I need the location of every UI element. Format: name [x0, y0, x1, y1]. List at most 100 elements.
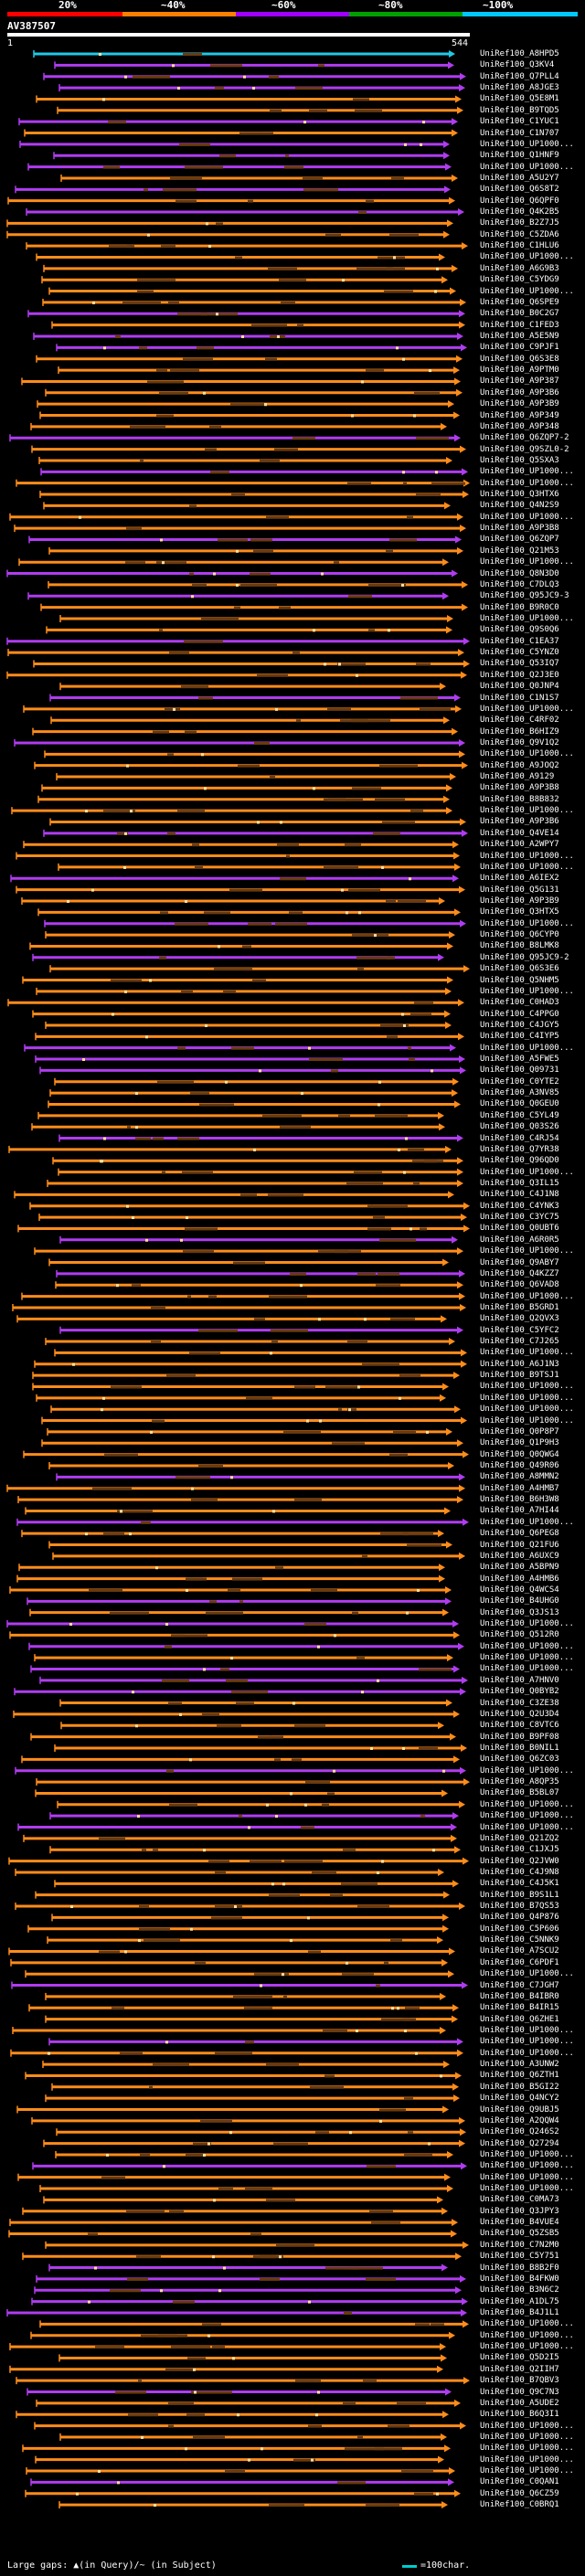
hit-label[interactable]: UniRef100_Q2QVX3 [480, 1314, 559, 1324]
hit-label[interactable]: UniRef100_Q1HNF9 [480, 151, 559, 161]
hit-label[interactable]: UniRef100_C1HLU6 [480, 241, 559, 251]
hit-label[interactable]: UniRef100_B9TSJ1 [480, 1371, 559, 1381]
hit-label[interactable]: UniRef100_Q7YR38 [480, 1144, 559, 1154]
hit-label[interactable]: UniRef100_A3NV85 [480, 1088, 559, 1098]
hit-label[interactable]: UniRef100_A8MMN2 [480, 1472, 559, 1482]
hit-label[interactable]: UniRef100_A7HI44 [480, 1506, 559, 1516]
hit-label[interactable]: UniRef100_UP1000... [480, 851, 574, 861]
hit-label[interactable]: UniRef100_B4IR15 [480, 2003, 559, 2013]
hit-label[interactable]: UniRef100_C6PDF1 [480, 1957, 559, 1967]
hit-label[interactable]: UniRef100_UP1000... [480, 1765, 574, 1776]
hit-label[interactable]: UniRef100_UP1000... [480, 2342, 574, 2352]
hit-label[interactable]: UniRef100_B9TQD5 [480, 105, 559, 115]
hit-label[interactable]: UniRef100_A9P349 [480, 410, 559, 420]
hit-label[interactable]: UniRef100_B3N6C2 [480, 2285, 559, 2295]
hit-label[interactable]: UniRef100_Q6QPF0 [480, 196, 559, 206]
hit-label[interactable]: UniRef100_UP1000... [480, 2048, 574, 2058]
hit-label[interactable]: UniRef100_Q5D2I5 [480, 2353, 559, 2363]
hit-label[interactable]: UniRef100_C4JGY5 [480, 1020, 559, 1030]
hit-label[interactable]: UniRef100_UP1000... [480, 557, 574, 567]
hit-label[interactable]: UniRef100_UP1000... [480, 2172, 574, 2182]
hit-label[interactable]: UniRef100_Q6PEG8 [480, 1529, 559, 1539]
hit-label[interactable]: UniRef100_Q9C7N3 [480, 2387, 559, 2397]
hit-label[interactable]: UniRef100_UP1000... [480, 2319, 574, 2329]
hit-label[interactable]: UniRef100_Q95JC9-2 [480, 952, 569, 962]
hit-label[interactable]: UniRef100_UP1000... [480, 2161, 574, 2171]
hit-label[interactable]: UniRef100_B7QS53 [480, 1902, 559, 1912]
hit-label[interactable]: UniRef100_A6UXC9 [480, 1551, 559, 1561]
hit-label[interactable]: UniRef100_Q6S8T2 [480, 185, 559, 195]
hit-label[interactable]: UniRef100_B9PF08 [480, 1732, 559, 1742]
hit-label[interactable]: UniRef100_Q5SXA3 [480, 455, 559, 465]
hit-label[interactable]: UniRef100_A5UDE2 [480, 2398, 559, 2408]
hit-label[interactable]: UniRef100_Q3IL15 [480, 1179, 559, 1188]
hit-label[interactable]: UniRef100_B9S1L1 [480, 1890, 559, 1900]
hit-label[interactable]: UniRef100_Q0GEU0 [480, 1099, 559, 1109]
hit-label[interactable]: UniRef100_Q96QD0 [480, 1156, 559, 1166]
hit-label[interactable]: UniRef100_UP1000... [480, 252, 574, 262]
hit-label[interactable]: UniRef100_B6HIZ9 [480, 726, 559, 737]
hit-label[interactable]: UniRef100_Q5G131 [480, 885, 559, 895]
hit-label[interactable]: UniRef100_A4HMB7 [480, 1483, 559, 1493]
hit-label[interactable]: UniRef100_UP1000... [480, 1799, 574, 1809]
hit-label[interactable]: UniRef100_UP1000... [480, 1653, 574, 1663]
hit-label[interactable]: UniRef100_Q53IQ7 [480, 659, 559, 669]
hit-label[interactable]: UniRef100_Q6VAD8 [480, 1280, 559, 1290]
hit-label[interactable]: UniRef100_Q6ZTH1 [480, 2071, 559, 2081]
hit-label[interactable]: UniRef100_Q3KV4 [480, 60, 555, 70]
hit-label[interactable]: UniRef100_Q95JC9-3 [480, 591, 569, 601]
hit-label[interactable]: UniRef100_C4YNK3 [480, 1201, 559, 1211]
hit-label[interactable]: UniRef100_UP1000... [480, 1348, 574, 1358]
hit-label[interactable]: UniRef100_C5YDG9 [480, 275, 559, 285]
hit-label[interactable]: UniRef100_A6IEX2 [480, 874, 559, 884]
hit-label[interactable]: UniRef100_C5YL49 [480, 1110, 559, 1120]
hit-label[interactable]: UniRef100_UP1000... [480, 1619, 574, 1629]
hit-label[interactable]: UniRef100_C7JGH7 [480, 1980, 559, 1990]
hit-label[interactable]: UniRef100_Q3HTX6 [480, 490, 559, 500]
hit-label[interactable]: UniRef100_B8B2F0 [480, 2263, 559, 2273]
hit-label[interactable]: UniRef100_Q49R06 [480, 1461, 559, 1470]
hit-label[interactable]: UniRef100_UP1000... [480, 512, 574, 522]
hit-label[interactable]: UniRef100_Q6CYP0 [480, 930, 559, 940]
hit-label[interactable]: UniRef100_C1YUC1 [480, 117, 559, 127]
hit-label[interactable]: UniRef100_Q6ZQP7-2 [480, 433, 569, 443]
hit-label[interactable]: UniRef100_Q3JS13 [480, 1607, 559, 1617]
hit-label[interactable]: UniRef100_A9129 [480, 772, 555, 782]
hit-label[interactable]: UniRef100_A8HPD5 [480, 49, 559, 58]
hit-label[interactable]: UniRef100_UP1000... [480, 918, 574, 928]
hit-label[interactable]: UniRef100_A3UNW2 [480, 2060, 559, 2070]
hit-label[interactable]: UniRef100_C5Y751 [480, 2252, 559, 2262]
hit-label[interactable]: UniRef100_B9R0C0 [480, 602, 559, 612]
hit-label[interactable]: UniRef100_C8VTC6 [480, 1721, 559, 1731]
hit-label[interactable]: UniRef100_C4PPG0 [480, 1009, 559, 1019]
hit-label[interactable]: UniRef100_A9P3B9 [480, 896, 559, 906]
hit-label[interactable]: UniRef100_Q9SZL0-2 [480, 444, 569, 454]
hit-label[interactable]: UniRef100_UP1000... [480, 806, 574, 816]
hit-label[interactable]: UniRef100_UP1000... [480, 2443, 574, 2454]
hit-label[interactable]: UniRef100_A9P3B6 [480, 387, 559, 398]
hit-label[interactable]: UniRef100_Q9UBJ5 [480, 2104, 559, 2115]
hit-label[interactable]: UniRef100_A6G9B3 [480, 263, 559, 273]
hit-label[interactable]: UniRef100_UP1000... [480, 2454, 574, 2465]
hit-label[interactable]: UniRef100_Q6ZHE1 [480, 2014, 559, 2024]
hit-label[interactable]: UniRef100_Q3HTX5 [480, 907, 559, 917]
hit-label[interactable]: UniRef100_C3ZE38 [480, 1698, 559, 1708]
hit-label[interactable]: UniRef100_B5GRD1 [480, 1302, 559, 1312]
hit-label[interactable]: UniRef100_C5YFC2 [480, 1325, 559, 1335]
hit-label[interactable]: UniRef100_UP1000... [480, 1969, 574, 1979]
hit-label[interactable]: UniRef100_A2QQW4 [480, 2115, 559, 2125]
hit-label[interactable]: UniRef100_C0BRQ1 [480, 2500, 559, 2510]
hit-label[interactable]: UniRef100_Q03S26 [480, 1122, 559, 1132]
hit-label[interactable]: UniRef100_UP1000... [480, 478, 574, 488]
hit-label[interactable]: UniRef100_C1JXJ5 [480, 1845, 559, 1855]
hit-label[interactable]: UniRef100_Q4K2B5 [480, 207, 559, 217]
hit-label[interactable]: UniRef100_C4IYP5 [480, 1032, 559, 1042]
hit-label[interactable]: UniRef100_A2WPY7 [480, 840, 559, 850]
hit-label[interactable]: UniRef100_Q4P876 [480, 1913, 559, 1923]
hit-label[interactable]: UniRef100_B8LMK8 [480, 941, 559, 951]
hit-label[interactable]: UniRef100_Q1P9H3 [480, 1438, 559, 1448]
hit-label[interactable]: UniRef100_UP1000... [480, 1641, 574, 1651]
hit-label[interactable]: UniRef100_B0NIL1 [480, 1744, 559, 1753]
hit-label[interactable]: UniRef100_Q0JNP4 [480, 682, 559, 692]
hit-label[interactable]: UniRef100_UP1000... [480, 1405, 574, 1415]
